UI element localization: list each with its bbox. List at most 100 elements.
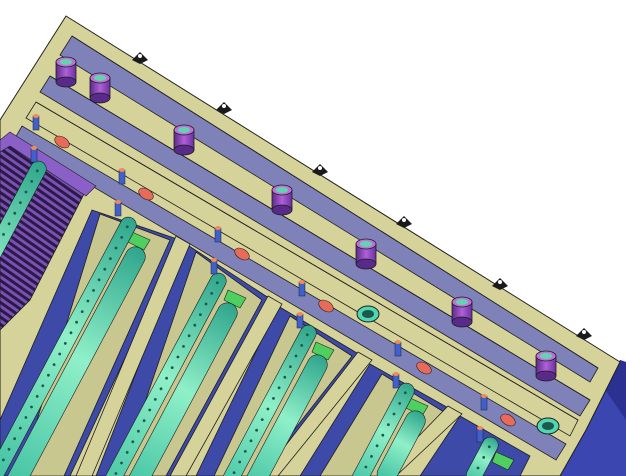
pipe-hole <box>305 333 309 337</box>
pipe-hole <box>403 391 407 395</box>
solid-pipe <box>241 354 328 476</box>
cylinder-port-icon <box>55 56 77 88</box>
pipe-hole <box>142 419 146 422</box>
pipe-hole <box>120 236 124 239</box>
pipe-hole <box>92 289 95 292</box>
spray-nozzle-icon <box>392 372 400 389</box>
solid-pipe <box>2 246 146 476</box>
drawing-root <box>0 15 626 476</box>
pipe-hole <box>19 201 22 205</box>
pipe-hole <box>2 233 5 236</box>
spray-nozzle-icon <box>118 168 126 185</box>
pipe-hole <box>364 465 368 469</box>
pipe-hole <box>13 437 16 441</box>
pipe-hole <box>86 299 90 303</box>
pipe-hole <box>182 345 185 348</box>
pipe-hole <box>58 352 62 356</box>
pipe-hole <box>35 169 39 173</box>
pipe-hole <box>193 323 197 327</box>
mounting-bracket-icon <box>576 328 592 340</box>
pipe-hole <box>243 450 247 453</box>
perforated-pipe <box>213 324 317 476</box>
pipe-hole <box>52 363 56 366</box>
grille-frame-top <box>0 131 97 197</box>
pipe-hole <box>215 281 219 285</box>
spray-nozzles <box>30 114 516 443</box>
pipe-hole <box>131 440 135 444</box>
cylinder-ports <box>55 56 557 382</box>
mounting-bracket-icon <box>132 52 148 64</box>
top-rail-channels <box>13 35 599 461</box>
ring-fitting-icon <box>362 310 374 318</box>
mounting-bracket-icon <box>396 216 412 228</box>
pipe-hole <box>260 418 264 421</box>
mounting-bracket-icon <box>216 102 232 114</box>
pipe-hole <box>266 407 270 411</box>
spray-nozzle-icon <box>296 312 304 329</box>
pipe-hole <box>24 416 28 419</box>
perforated-pipe <box>0 216 137 476</box>
spray-nozzle-icon <box>476 426 484 443</box>
perforated-pipe <box>349 382 415 476</box>
spray-nozzle-icon <box>480 394 488 411</box>
pipe-hole <box>35 395 39 398</box>
pipe-hole <box>176 355 180 359</box>
pipe-hole <box>476 466 480 470</box>
pipe-hole <box>103 267 107 271</box>
pipe-hole <box>120 461 123 465</box>
spray-nozzle-icon <box>234 247 250 261</box>
cylinder-port-icon <box>535 350 557 382</box>
pipe-hole <box>204 302 208 306</box>
ring-fittings <box>356 305 560 435</box>
pipe-hole <box>300 344 304 347</box>
spray-nozzle-icon <box>416 361 432 375</box>
spray-nozzle-icon <box>298 280 306 297</box>
pipe-hole <box>165 376 169 380</box>
pipe-hole <box>97 278 101 282</box>
pipe-hole <box>370 455 373 458</box>
pipe-hole <box>30 180 34 183</box>
mounting-bracket-icon <box>312 164 328 176</box>
spray-nozzle-icon <box>394 340 402 357</box>
pipe-hole <box>283 375 287 379</box>
pipe-hole <box>63 342 67 345</box>
pipe-hole <box>125 451 129 454</box>
cylinder-port-icon <box>89 72 111 104</box>
pipe-hole <box>170 366 174 369</box>
perforated-pipe <box>465 436 499 476</box>
pipe-hole <box>109 257 112 260</box>
pipe-hole <box>148 408 152 412</box>
spray-nozzle-icon <box>32 114 40 131</box>
pipe-hole <box>199 313 202 316</box>
trough-dividers <box>75 235 463 476</box>
pipe-hole <box>80 310 84 313</box>
pipe-hole <box>249 439 253 443</box>
spray-nozzle-icon <box>30 146 38 163</box>
spray-nozzle-icon <box>138 187 154 201</box>
pipe-hole <box>272 397 275 400</box>
pipe-hole <box>210 292 214 295</box>
spray-nozzle-icon <box>500 413 516 427</box>
pipe-hole <box>375 444 379 448</box>
spray-nozzle-icon <box>54 135 70 149</box>
pipe-hole <box>137 429 140 433</box>
pipe-hole <box>114 472 118 475</box>
pipe-hole <box>232 471 236 474</box>
pipe-hole <box>398 402 402 405</box>
pipe-hole <box>24 190 28 194</box>
pipe-hole <box>238 460 242 464</box>
solid-pipe <box>376 410 426 476</box>
pipe-hole <box>18 426 22 430</box>
pipe-hole <box>381 433 385 437</box>
mounting-brackets <box>132 52 592 340</box>
pipe-hole <box>7 222 11 226</box>
pipe-hole <box>69 331 73 335</box>
pipe-hole <box>255 428 258 432</box>
pipe-hole <box>125 225 129 229</box>
spray-nozzle-icon <box>214 226 222 243</box>
pipe-hole <box>159 387 163 391</box>
pipes <box>0 160 499 476</box>
pipe-hole <box>482 456 486 459</box>
mounting-bracket-icon <box>492 278 508 290</box>
